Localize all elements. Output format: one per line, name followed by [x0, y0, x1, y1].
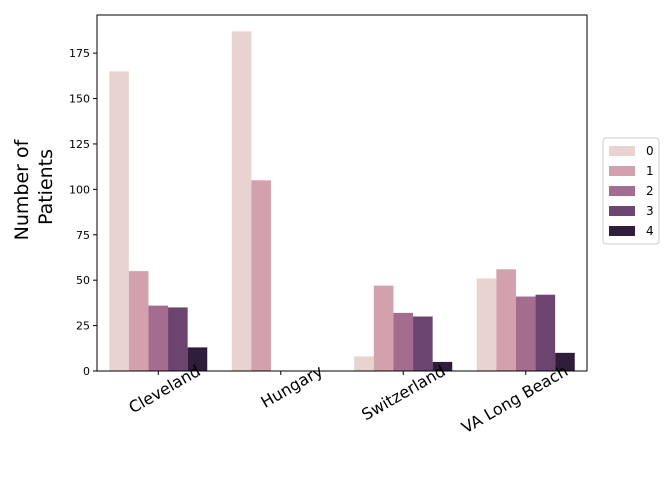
legend-swatch-4 — [609, 226, 635, 236]
legend-label-2: 2 — [646, 184, 654, 198]
bar-hungary-series-1 — [251, 180, 271, 371]
bar-cleveland-series-0 — [109, 71, 129, 371]
y-tick-label: 125 — [69, 138, 90, 151]
y-axis-title-line-2: Patients — [35, 149, 57, 225]
bar-cleveland-series-1 — [128, 271, 149, 371]
legend-label-1: 1 — [646, 164, 654, 178]
legend-swatch-1 — [609, 166, 635, 176]
bar-va-long-beach-series-3 — [535, 294, 556, 371]
legend-label-3: 3 — [646, 204, 654, 218]
legend-label-4: 4 — [646, 224, 654, 238]
legend-label-0: 0 — [646, 144, 654, 158]
bar-switzerland-series-1 — [373, 285, 394, 371]
y-tick-label: 25 — [76, 320, 90, 333]
y-axis-title: Number of Patients — [11, 134, 57, 241]
bar-va-long-beach-series-2 — [515, 296, 536, 371]
y-tick-label: 150 — [69, 93, 90, 106]
bar-switzerland-series-4 — [432, 361, 453, 371]
legend: 0 1 2 3 4 — [602, 137, 660, 245]
y-tick-label: 100 — [69, 183, 90, 196]
legend-swatch-3 — [609, 206, 635, 216]
bar-cleveland-series-2 — [148, 305, 169, 371]
bar-cleveland-series-3 — [168, 307, 188, 371]
bar-hungary-series-0 — [231, 31, 252, 371]
bar-va-long-beach-series-0 — [476, 278, 497, 371]
bar-switzerland-series-0 — [354, 356, 374, 371]
y-tick-label: 0 — [83, 365, 90, 378]
y-tick-label: 75 — [76, 229, 90, 242]
legend-swatch-0 — [609, 146, 635, 156]
bar-switzerland-series-2 — [393, 312, 414, 371]
bar-switzerland-series-3 — [413, 316, 433, 371]
y-axis-title-line-1: Number of — [11, 138, 33, 240]
bar-va-long-beach-series-4 — [555, 352, 575, 371]
plot-frame — [96, 14, 588, 372]
x-axis: Cleveland Hungary Switzerland VA Long Beach — [125, 361, 571, 437]
y-tick-label: 50 — [76, 274, 90, 287]
y-tick-label: 175 — [69, 47, 90, 60]
x-tick-label: VA Long Beach — [458, 361, 571, 437]
y-axis: 0 25 50 75 100 125 150 175 — [69, 47, 97, 378]
bar-va-long-beach-series-1 — [496, 269, 516, 371]
legend-swatch-2 — [609, 186, 635, 196]
bar-cleveland-series-4 — [187, 347, 208, 371]
bars-layer — [109, 31, 575, 371]
